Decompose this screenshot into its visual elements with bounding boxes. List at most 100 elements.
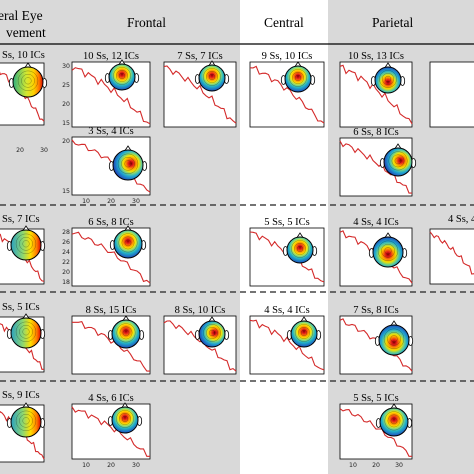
cell-parietal-r3: 7 Ss, 8 ICs: [339, 305, 414, 375]
contour: [124, 239, 132, 247]
scalp-map: [107, 315, 145, 349]
scalp-map: [6, 225, 46, 261]
cell-parietal-r2b: 4 Ss, 4: [429, 214, 474, 285]
cell-lateral-r3: Ss, 5 ICs: [0, 302, 46, 373]
scalp-map: [104, 59, 140, 91]
plot-frame-partial: [429, 228, 474, 285]
panel-caption: 7 Ss, 8 ICs: [353, 305, 399, 316]
x-tick-label: 30: [132, 462, 140, 469]
cell-central-r2: 5 Ss, 5 ICs: [249, 217, 325, 287]
contour: [113, 67, 131, 85]
y-tick-label: 24: [62, 249, 70, 256]
spectrum-curve: [72, 320, 150, 372]
contour: [19, 414, 33, 428]
contour: [298, 327, 310, 339]
row-separators: [0, 43, 474, 382]
nose: [124, 145, 132, 151]
scalp-disc: [111, 319, 141, 349]
scalp-disc: [12, 66, 44, 98]
contour: [387, 414, 401, 428]
x-tick-label: 10: [82, 198, 90, 205]
scalp-map: [370, 62, 406, 94]
contour: [383, 328, 405, 349]
y-tick-label: 20: [62, 101, 70, 108]
scalp-map: [379, 143, 417, 177]
contour: [24, 77, 32, 85]
cell-frontal-r3b: 8 Ss, 10 ICs: [163, 305, 237, 375]
scalp-map: [368, 232, 408, 268]
contour: [296, 245, 304, 252]
nose: [24, 62, 32, 68]
contour: [118, 72, 126, 79]
panel-caption: 6 Ss, 8 ICs: [353, 127, 399, 138]
contour: [116, 70, 128, 82]
nose: [22, 402, 30, 408]
contour: [295, 324, 313, 342]
panel-caption: Ss, 9 ICs: [2, 390, 40, 401]
spectrum-curve: [163, 320, 237, 372]
nose: [294, 61, 302, 67]
spectrum-curve: [71, 231, 151, 284]
scalp-disc: [10, 406, 42, 438]
cell-parietal-r1b: 6 Ss, 8 ICs: [339, 127, 417, 197]
panel-caption: 9 Ss, 10 ICs: [262, 51, 313, 62]
x-tick-label: 20: [107, 198, 115, 205]
header-parietal: Parietal: [372, 15, 413, 30]
y-tick-label: 15: [62, 188, 70, 195]
scalp-map: [6, 402, 46, 438]
cell-frontal-r3a: 8 Ss, 15 ICs: [71, 305, 151, 375]
contour: [15, 321, 37, 342]
contour: [377, 240, 399, 261]
nose: [122, 315, 130, 321]
scalp-map: [280, 61, 316, 93]
contour: [121, 236, 135, 250]
contour: [121, 415, 129, 422]
contour: [206, 327, 218, 339]
scalp-map: [6, 313, 46, 349]
spectrum-curve: [71, 406, 150, 457]
x-tick-label: 10: [82, 462, 90, 469]
scalp-map: [109, 225, 147, 259]
contour: [379, 70, 397, 88]
header-lateral-line2: vement: [6, 25, 46, 40]
cell-parietal-r2a: 4 Ss, 4 ICs: [339, 217, 413, 287]
nose: [384, 62, 392, 68]
contour: [124, 160, 132, 168]
contour: [119, 326, 133, 340]
cells: Ss, 10 ICs 20 30 10 Ss, 12 ICs 30 25 20 15 7 Ss,…: [0, 50, 474, 469]
contour: [122, 329, 130, 337]
plot-frame: [71, 403, 151, 460]
contour: [208, 73, 216, 80]
plot-frame: [163, 315, 237, 375]
nose: [118, 59, 126, 65]
nose: [22, 313, 30, 319]
spectrum-curve: [339, 64, 413, 125]
panel-caption: 8 Ss, 10 ICs: [175, 305, 226, 316]
contour: [208, 329, 216, 336]
y-tick-label: 15: [62, 120, 70, 127]
scalp-disc: [284, 65, 312, 93]
cell-central-r3: 4 Ss, 4 ICs: [249, 305, 325, 375]
contour: [390, 335, 398, 343]
cell-frontal-r1a: 10 Ss, 12 ICs 30 25 20 15: [62, 51, 151, 128]
panel-caption: 10 Ss, 13 ICs: [348, 51, 404, 62]
panel-caption: 10 Ss, 12 ICs: [83, 51, 139, 62]
contour: [384, 247, 392, 255]
y-tick-label: 28: [62, 229, 70, 236]
spectrum-curve: [163, 65, 237, 124]
contour: [391, 154, 405, 168]
y-tick-label: 20: [62, 138, 70, 145]
contour: [291, 240, 309, 258]
panel-caption: Ss, 7 ICs: [2, 214, 40, 225]
cell-central-r1: 9 Ss, 10 ICs: [249, 51, 325, 128]
contour: [384, 75, 392, 82]
scalp-disc: [10, 229, 42, 261]
x-tick-label: 20: [16, 147, 24, 154]
x-tick-label: 10: [349, 462, 357, 469]
contour: [17, 70, 39, 91]
contour: [22, 417, 30, 425]
contour: [15, 233, 37, 254]
scalp-disc: [383, 147, 413, 177]
nose: [208, 60, 216, 66]
spectrum-curve: [339, 408, 412, 457]
